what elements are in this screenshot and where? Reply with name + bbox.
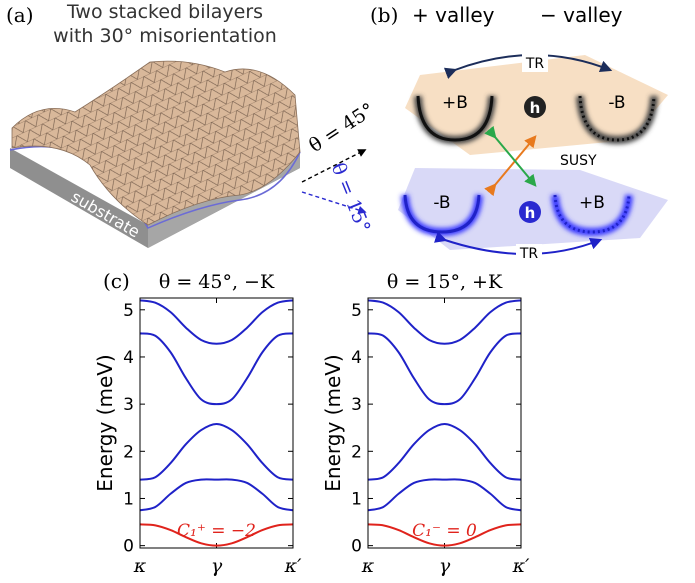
band-line: [367, 523, 522, 547]
x-tick-label: κ′: [284, 555, 302, 577]
band-line: [139, 523, 294, 547]
y-tick-label: 4: [351, 348, 362, 368]
y-tick-label: 2: [351, 442, 362, 462]
panel-label: (b): [370, 3, 398, 27]
y-axis-label: Energy (meV): [93, 354, 117, 491]
b-label: -B: [433, 193, 450, 213]
plot-frame: [139, 297, 294, 549]
band-line: [367, 332, 522, 406]
chart-title: θ = 45°, −K: [159, 271, 275, 293]
label-box: [522, 54, 548, 72]
particle: [519, 201, 541, 223]
y-tick-label: 0: [351, 537, 362, 557]
x-tick-label: γ: [439, 555, 451, 577]
particle-label: h: [530, 99, 541, 117]
y-tick-label: 1: [123, 489, 134, 509]
panel-label: (c): [103, 269, 130, 293]
y-tick-label: 4: [123, 348, 134, 368]
panel-title: Two stacked bilayers: [66, 1, 263, 23]
theta-label: θ = 15°: [327, 160, 375, 236]
plot-frame: [367, 297, 522, 549]
y-tick-label: 3: [351, 395, 362, 415]
band-line: [139, 332, 294, 406]
label-box: [516, 244, 542, 262]
b-label: +B: [442, 93, 468, 113]
annotation: C₁⁺ = −2: [177, 521, 256, 541]
chart-title: θ = 15°, +K: [387, 271, 503, 293]
arrow: [484, 125, 537, 187]
band-curve: [416, 95, 494, 142]
particle: [524, 96, 546, 118]
x-tick-label: κ: [133, 555, 147, 577]
tr-label: TR: [519, 246, 539, 262]
tr-label: TR: [525, 56, 545, 72]
band-line: [367, 422, 522, 481]
y-axis-label: Energy (meV): [321, 354, 345, 491]
x-tick-label: γ: [211, 555, 223, 577]
susy-label: SUSY: [560, 153, 597, 169]
theta-label: θ = 45°: [305, 99, 378, 157]
charts: θ = 45°, −K Energy (meV) 0 1 2 3 4 5 κ γ κ′ C₁⁺ = −…: [93, 271, 530, 577]
panel-label: (a): [6, 3, 34, 27]
band-line: [139, 478, 294, 512]
band-line: [139, 299, 294, 345]
y-tick-label: 0: [123, 537, 134, 557]
y-tick-label: 5: [123, 301, 134, 321]
particle-label: h: [525, 204, 536, 222]
annotation: C₁⁻ = 0: [412, 521, 477, 541]
band-line: [139, 422, 294, 481]
x-tick-label: κ′: [512, 555, 530, 577]
band-line: [367, 299, 522, 345]
panel-title: with 30° misorientation: [53, 25, 277, 47]
y-tick-label: 1: [351, 489, 362, 509]
band-curve: [576, 95, 658, 145]
y-tick-label: 5: [351, 301, 362, 321]
y-tick-label: 2: [123, 442, 134, 462]
arrow: [301, 149, 367, 183]
valley-label: + valley: [412, 3, 495, 27]
y-tick-label: 3: [123, 395, 134, 415]
b-label: +B: [579, 193, 605, 213]
b-label: -B: [608, 93, 625, 113]
x-tick-label: κ: [361, 555, 375, 577]
valley-label: − valley: [540, 3, 623, 27]
surface-illustration: substrate: [9, 60, 301, 248]
band-line: [367, 478, 522, 512]
